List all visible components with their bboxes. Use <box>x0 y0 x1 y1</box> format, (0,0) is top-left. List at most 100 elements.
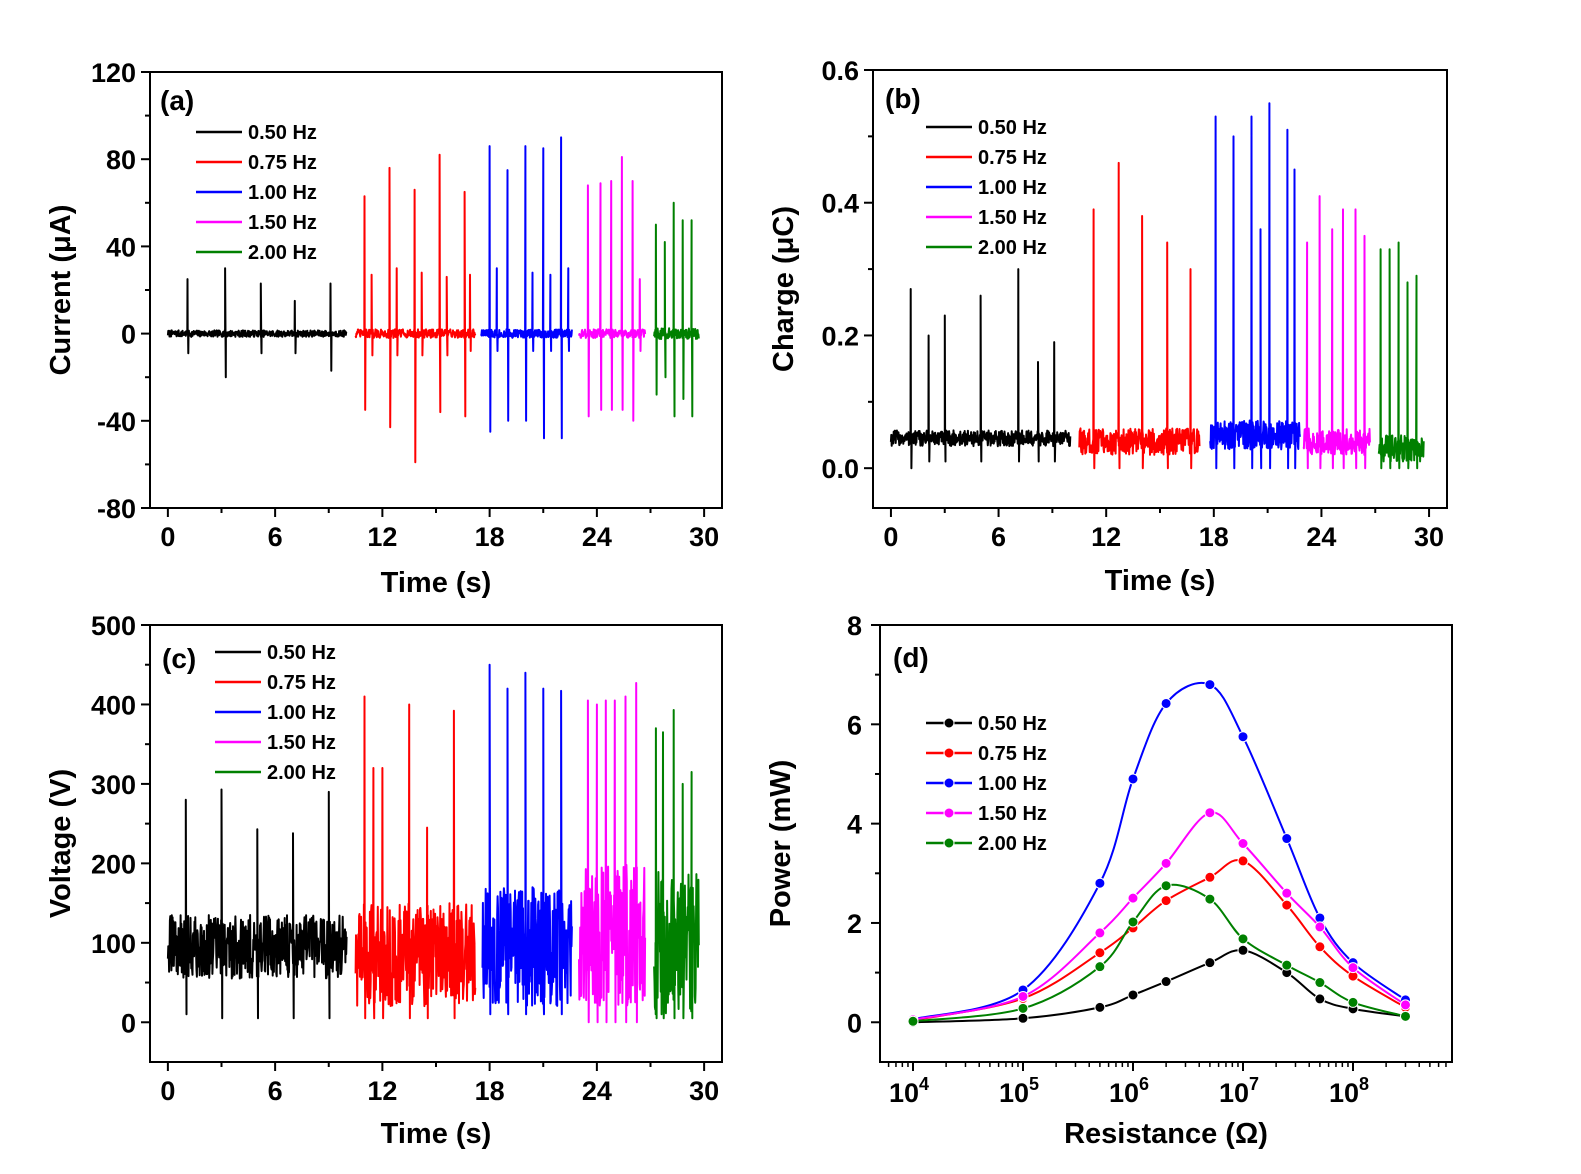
series-line-1-50-hz <box>1302 195 1371 470</box>
data-point-0-75-hz <box>1281 899 1293 911</box>
data-point-2-00-hz <box>1347 996 1359 1008</box>
x-tick-label: 24 <box>582 1076 612 1106</box>
data-point-1-50-hz <box>1399 999 1411 1011</box>
y-axis-label: Charge (μC) <box>768 206 800 372</box>
y-tick-label: 8 <box>847 611 862 641</box>
x-axis-label: Time (s) <box>1105 565 1216 597</box>
x-tick-label: 107 <box>1219 1074 1259 1108</box>
x-tick-label: 104 <box>889 1074 929 1108</box>
y-tick-label: 0.6 <box>821 56 859 86</box>
data-point-1-50-hz <box>1017 990 1029 1002</box>
series-line-1-50-hz <box>578 682 647 1024</box>
series-line-0-50-hz <box>889 268 1072 470</box>
data-point-0-75-hz <box>1237 855 1249 867</box>
legend-marker-1-00-hz <box>943 777 955 789</box>
series-line-1-50-hz <box>912 811 1407 1021</box>
data-point-0-75-hz <box>1314 941 1326 953</box>
y-tick-label: 300 <box>91 770 136 800</box>
x-tick-label: 30 <box>689 522 719 552</box>
data-point-1-50-hz <box>1347 962 1359 974</box>
legend-label-1-50-hz: 1.50 Hz <box>978 207 1047 229</box>
legend-label-0-50-hz: 0.50 Hz <box>978 117 1047 139</box>
legend-label-1-00-hz: 1.00 Hz <box>248 182 317 204</box>
panel-label: (b) <box>885 83 921 114</box>
legend-label-0-75-hz: 0.75 Hz <box>978 743 1047 765</box>
y-tick-label: 2 <box>847 909 862 939</box>
data-point-2-00-hz <box>907 1015 919 1027</box>
data-point-2-00-hz <box>1281 959 1293 971</box>
x-axis-label: Resistance (Ω) <box>1064 1118 1268 1150</box>
y-tick-label: 200 <box>91 849 136 879</box>
legend-label-0-50-hz: 0.50 Hz <box>978 713 1047 735</box>
y-axis-label: Power (mW) <box>765 760 797 928</box>
data-point-0-50-hz <box>1094 1001 1106 1013</box>
x-tick-label: 6 <box>268 1076 283 1106</box>
legend-label-2-00-hz: 2.00 Hz <box>267 762 336 784</box>
series-line-2-00-hz <box>653 201 700 418</box>
x-tick-label: 30 <box>689 1076 719 1106</box>
legend-label-2-00-hz: 2.00 Hz <box>978 833 1047 855</box>
y-tick-label: -80 <box>97 494 136 524</box>
data-point-1-00-hz <box>1094 877 1106 889</box>
x-axis-label: Time (s) <box>381 1118 492 1150</box>
y-tick-label: 0 <box>121 1008 136 1038</box>
y-tick-label: 0 <box>121 320 136 350</box>
legend-label-0-50-hz: 0.50 Hz <box>248 122 317 144</box>
y-tick-label: 120 <box>91 58 136 88</box>
x-tick-label: 12 <box>367 522 397 552</box>
data-point-1-50-hz <box>1204 807 1216 819</box>
y-tick-label: 80 <box>106 145 136 175</box>
y-axis-label: Voltage (V) <box>45 769 77 918</box>
data-point-1-00-hz <box>1160 697 1172 709</box>
y-tick-label: 100 <box>91 929 136 959</box>
data-point-0-50-hz <box>1160 976 1172 988</box>
panel-b-charge: 0 6 12 18 24 30 0.0 0.2 0.4 0.6 Time (s) Charge (μC… <box>768 56 1448 597</box>
series-line-0-50-hz <box>166 788 348 1020</box>
data-point-2-00-hz <box>1160 880 1172 892</box>
x-tick-label: 30 <box>1414 522 1444 552</box>
y-tick-label: 400 <box>91 690 136 720</box>
y-tick-label: 0.2 <box>821 321 859 351</box>
data-point-0-75-hz <box>1094 947 1106 959</box>
y-tick-label: 0.4 <box>821 189 859 219</box>
legend-label-2-00-hz: 2.00 Hz <box>978 237 1047 259</box>
x-tick-label: 106 <box>1109 1074 1149 1108</box>
y-tick-label: 6 <box>847 710 862 740</box>
y-tick-label: -40 <box>97 407 136 437</box>
legend-marker-0-50-hz <box>943 717 955 729</box>
legend-label-1-50-hz: 1.50 Hz <box>248 212 317 234</box>
y-tick-label: 0 <box>847 1008 862 1038</box>
x-tick-label: 18 <box>475 1076 505 1106</box>
data-point-0-50-hz <box>1017 1012 1029 1024</box>
legend-label-2-00-hz: 2.00 Hz <box>248 242 317 264</box>
data-point-1-50-hz <box>1314 921 1326 933</box>
data-point-0-50-hz <box>1314 993 1326 1005</box>
x-tick-label: 12 <box>1091 522 1121 552</box>
series-line-1-00-hz <box>1209 102 1301 470</box>
series-line-0-75-hz <box>354 153 477 464</box>
legend-label-0-75-hz: 0.75 Hz <box>267 672 336 694</box>
y-tick-label: 0.0 <box>821 454 859 484</box>
data-point-1-50-hz <box>1127 892 1139 904</box>
legend-label-1-00-hz: 1.00 Hz <box>978 177 1047 199</box>
data-point-0-50-hz <box>1204 957 1216 969</box>
series-line-2-00-hz <box>1377 241 1425 470</box>
legend-label-1-50-hz: 1.50 Hz <box>978 803 1047 825</box>
data-point-2-00-hz <box>1237 933 1249 945</box>
data-point-2-00-hz <box>1399 1010 1411 1022</box>
data-point-2-00-hz <box>1314 977 1326 989</box>
x-tick-label: 108 <box>1329 1074 1369 1108</box>
series-line-2-00-hz <box>912 883 1406 1023</box>
data-point-1-00-hz <box>1237 731 1249 743</box>
legend-marker-2-00-hz <box>943 837 955 849</box>
data-point-1-00-hz <box>1281 833 1293 845</box>
series-line-2-00-hz <box>653 709 700 1020</box>
data-point-2-00-hz <box>1204 893 1216 905</box>
legend-label-1-00-hz: 1.00 Hz <box>978 773 1047 795</box>
legend-label-0-75-hz: 0.75 Hz <box>248 152 317 174</box>
panel-label: (a) <box>160 85 194 116</box>
legend-label-0-75-hz: 0.75 Hz <box>978 147 1047 169</box>
x-tick-label: 24 <box>582 522 612 552</box>
